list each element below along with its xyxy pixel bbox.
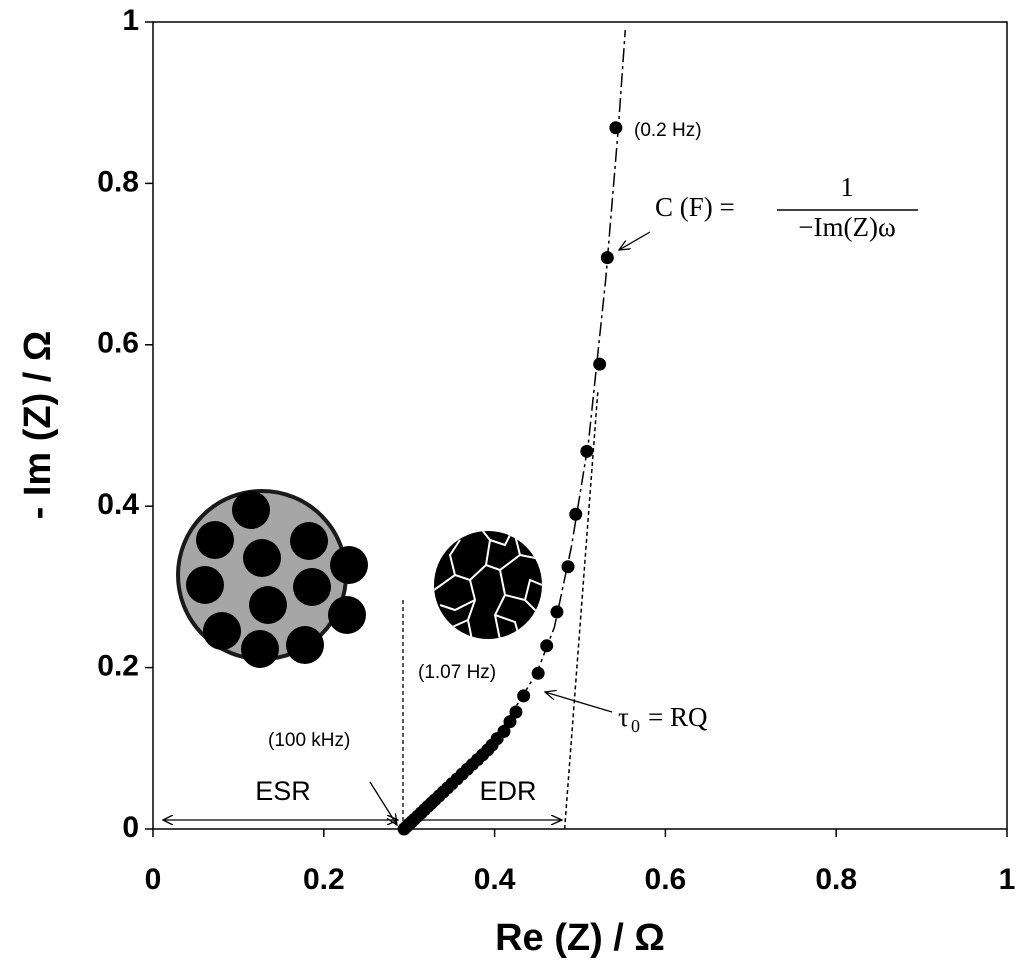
- formula: 1: [840, 172, 854, 202]
- particle-inset: [176, 489, 368, 668]
- asymptote-line: [563, 389, 599, 830]
- tau-arrow: [545, 692, 613, 713]
- x-axis-label: Re (Z) / Ω: [495, 917, 665, 959]
- data-point: [517, 689, 531, 703]
- x-tick-label: 0.2: [303, 863, 345, 896]
- y-tick-label: 0.8: [97, 165, 139, 198]
- freq-arrow: [369, 781, 397, 825]
- data-point: [569, 507, 583, 521]
- formula: 0: [631, 716, 640, 736]
- data-point: [609, 121, 623, 135]
- annotation: ESR: [255, 776, 311, 806]
- data-point: [503, 715, 517, 729]
- y-tick-label: 0.6: [97, 327, 139, 360]
- x-tick-label: 1: [999, 863, 1016, 896]
- data-point: [497, 724, 511, 738]
- formula: C (F) =: [655, 192, 735, 222]
- x-tick-label: 0.6: [645, 863, 687, 896]
- x-tick-label: 0: [145, 863, 162, 896]
- y-tick-label: 1: [122, 4, 139, 37]
- y-tick-label: 0: [122, 811, 139, 844]
- plot-frame: [152, 21, 1008, 830]
- formula: τ: [618, 702, 629, 732]
- annotation: (100 kHz): [268, 730, 350, 751]
- annotation: EDR: [479, 776, 536, 806]
- y-axis-label: - Im (Z) / Ω: [17, 331, 59, 520]
- data-point: [561, 560, 575, 574]
- data-point: [580, 444, 594, 458]
- y-tick-label: 0.4: [97, 488, 139, 521]
- data-point: [600, 251, 614, 265]
- data-point: [550, 605, 564, 619]
- x-tick-label: 0.4: [474, 863, 516, 896]
- data-point: [509, 705, 523, 719]
- crack-inset: [434, 531, 542, 639]
- annotation: (0.2 Hz): [634, 120, 702, 141]
- x-tick-label: 0.8: [815, 863, 857, 896]
- cap-arrow: [619, 231, 651, 250]
- y-tick-label: 0.2: [97, 650, 139, 683]
- data-point: [593, 357, 607, 371]
- formula: = RQ: [648, 702, 708, 732]
- data-point: [531, 666, 545, 680]
- annotation: (1.07 Hz): [418, 662, 496, 683]
- formula: −Im(Z)ω: [798, 212, 895, 242]
- data-point: [540, 639, 554, 653]
